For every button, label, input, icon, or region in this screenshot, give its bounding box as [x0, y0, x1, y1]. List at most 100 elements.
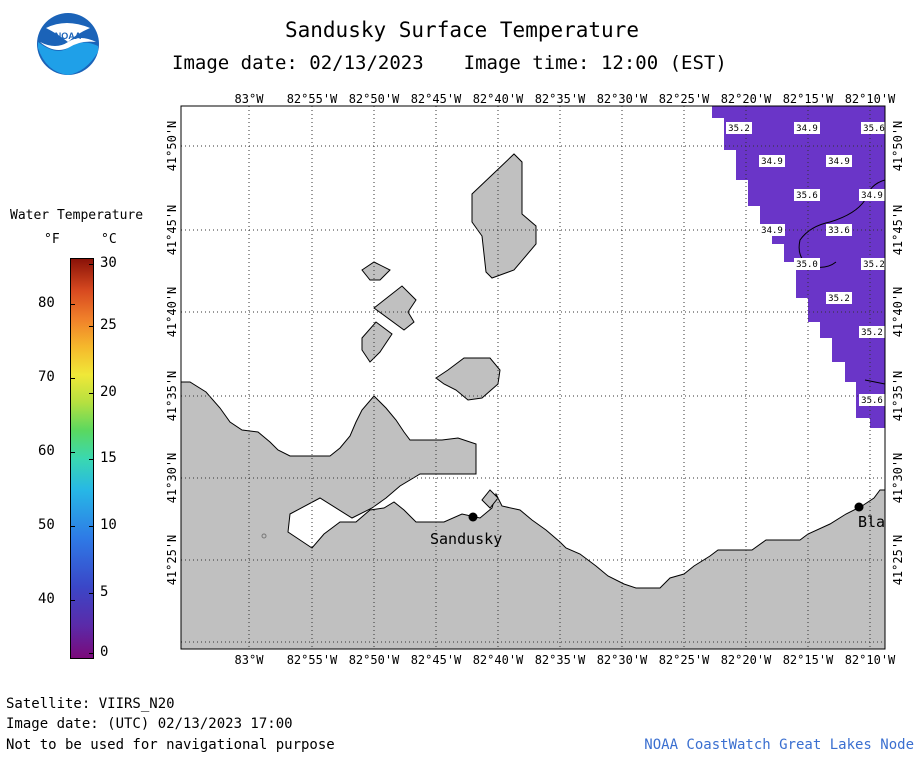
- island: [481, 489, 499, 509]
- fahrenheit-tick-label: 50: [38, 517, 55, 533]
- legend-unit-celsius: °C: [101, 232, 117, 247]
- temperature-value: 34.9: [759, 224, 785, 236]
- colorbar-tick: [70, 526, 75, 527]
- temperature-value-text: 34.9: [796, 124, 818, 134]
- longitude-label: 82°55'W: [287, 653, 338, 667]
- latitude-label: 41°25'N: [165, 535, 179, 586]
- celsius-tick-label: 0: [100, 644, 109, 660]
- colorbar-tick: [70, 378, 75, 379]
- latitude-label: 41°50'N: [891, 121, 905, 172]
- ice-island: [373, 285, 417, 331]
- celsius-tick-label: 30: [100, 255, 117, 271]
- temperature-value-text: 35.2: [863, 260, 885, 270]
- legend-unit-fahrenheit: °F: [44, 232, 60, 247]
- city-marker-bla: [854, 502, 864, 512]
- city-marker-sandusky: [468, 512, 478, 522]
- longitude-label: 82°20'W: [721, 92, 772, 106]
- map-frame: [180, 105, 886, 650]
- longitude-label: 82°35'W: [535, 92, 586, 106]
- latitude-label: 41°35'N: [165, 371, 179, 422]
- latitude-label: 41°30'N: [891, 453, 905, 504]
- temperature-value: 35.2: [726, 122, 752, 134]
- colorbar-tick: [70, 452, 75, 453]
- temperature-value: 34.9: [759, 155, 785, 167]
- longitude-label: 82°45'W: [411, 653, 462, 667]
- temperature-value: 34.9: [859, 189, 885, 201]
- temperature-value: 35.2: [859, 326, 885, 338]
- longitude-label: 82°10'W: [845, 92, 896, 106]
- surface-temperature-map: 35.2 34.9 35.6 34.9 34.9 34.9 35.6 34.9 33.6 35.0…: [165, 92, 905, 667]
- temperature-value: 35.6: [794, 189, 820, 201]
- temperature-value-text: 35.2: [861, 328, 883, 338]
- image-date: Image date: 02/13/2023: [172, 52, 424, 74]
- latitude-label: 41°35'N: [891, 371, 905, 422]
- fahrenheit-tick-label: 60: [38, 443, 55, 459]
- fahrenheit-tick-label: 70: [38, 369, 55, 385]
- longitude-label: 82°30'W: [597, 92, 648, 106]
- temperature-value-text: 34.9: [828, 157, 850, 167]
- longitude-label: 82°40'W: [473, 653, 524, 667]
- temperature-value-text: 35.2: [828, 294, 850, 304]
- image-time: Image time: 12:00 (EST): [463, 52, 727, 74]
- longitude-label: 82°20'W: [721, 653, 772, 667]
- longitude-label: 82°35'W: [535, 653, 586, 667]
- celsius-tick-label: 5: [100, 584, 109, 600]
- colorbar-tick: [70, 600, 75, 601]
- ice-island: [435, 357, 501, 401]
- latitude-label: 41°45'N: [891, 205, 905, 256]
- temperature-value-text: 33.6: [828, 226, 850, 236]
- shoreline-land: [181, 381, 885, 649]
- image-datetime: Image date: 02/13/2023 Image time: 12:00 …: [172, 52, 727, 74]
- temperature-value: 34.9: [794, 122, 820, 134]
- temperature-value-text: 35.6: [863, 124, 885, 134]
- city-label-sandusky: Sandusky: [430, 530, 502, 548]
- colorbar-tick: [89, 526, 94, 527]
- temperature-value: 35.0: [794, 258, 820, 270]
- colorbar-tick: [89, 326, 94, 327]
- colorbar-tick: [89, 459, 94, 460]
- ice-island: [361, 261, 391, 281]
- satellite-info: Satellite: VIIRS_N20: [6, 696, 175, 712]
- isotherm-line: [864, 379, 885, 385]
- latitude-label: 41°40'N: [891, 287, 905, 338]
- longitude-label: 82°45'W: [411, 92, 462, 106]
- navigation-disclaimer: Not to be used for navigational purpose: [6, 737, 335, 753]
- svg-text:NOAA: NOAA: [55, 31, 82, 41]
- longitude-label: 82°50'W: [349, 653, 400, 667]
- noaa-credit: NOAA CoastWatch Great Lakes Node: [644, 737, 914, 753]
- fahrenheit-tick-label: 80: [38, 295, 55, 311]
- graticule: [181, 106, 885, 649]
- temperature-value: 34.9: [826, 155, 852, 167]
- temperature-value-text: 35.6: [796, 191, 818, 201]
- noaa-logo: NOAA: [37, 13, 99, 75]
- utc-image-date: Image date: (UTC) 02/13/2023 17:00: [6, 716, 293, 732]
- temperature-value: 35.6: [859, 394, 885, 406]
- longitude-label: 82°15'W: [783, 653, 834, 667]
- temperature-colorbar: [70, 258, 94, 659]
- temperature-value-text: 34.9: [861, 191, 883, 201]
- latitude-label: 41°45'N: [165, 205, 179, 256]
- colorbar-tick: [89, 653, 94, 654]
- longitude-label: 82°55'W: [287, 92, 338, 106]
- celsius-tick-label: 25: [100, 317, 117, 333]
- latitude-label: 41°25'N: [891, 535, 905, 586]
- longitude-label: 82°40'W: [473, 92, 524, 106]
- ice-island: [361, 321, 393, 363]
- map-title: Sandusky Surface Temperature: [284, 18, 639, 42]
- temperature-value-text: 35.0: [796, 260, 818, 270]
- legend-title: Water Temperature: [10, 208, 144, 223]
- celsius-tick-label: 15: [100, 450, 117, 466]
- latitude-label: 41°50'N: [165, 121, 179, 172]
- celsius-tick-label: 20: [100, 384, 117, 400]
- temperature-value-text: 35.2: [728, 124, 750, 134]
- celsius-tick-label: 10: [100, 517, 117, 533]
- latitude-label: 41°40'N: [165, 287, 179, 338]
- colorbar-tick: [70, 304, 75, 305]
- temperature-value: 35.2: [861, 258, 885, 270]
- colorbar-tick: [89, 264, 94, 265]
- colorbar-tick: [89, 393, 94, 394]
- ice-island: [471, 153, 537, 279]
- longitude-label: 82°25'W: [659, 92, 710, 106]
- temperature-value: 33.6: [826, 224, 852, 236]
- temperature-value-text: 34.9: [761, 226, 783, 236]
